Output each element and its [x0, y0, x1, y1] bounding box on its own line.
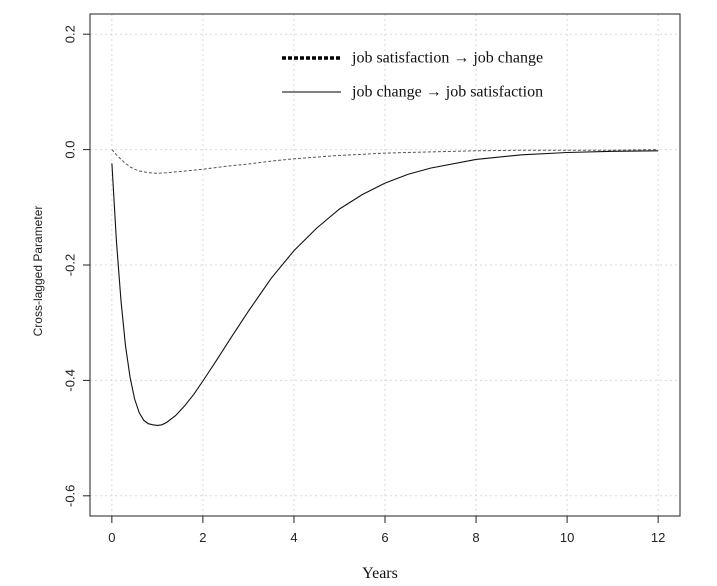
plot-lines: [111, 149, 659, 426]
axis-ticks: 0 2 4 6 8 10 12 -0.6 -0.4 -0.2 0.0 0.2: [63, 25, 666, 545]
y-tick-label: -0.4: [63, 369, 78, 391]
y-tick-label: 0.2: [63, 25, 78, 43]
x-tick-label: 10: [560, 530, 574, 545]
y-tick-label: -0.2: [63, 254, 78, 276]
x-tick-label: 12: [651, 530, 665, 545]
series-line-solid: [111, 150, 659, 426]
legend-label-solid: job change → job satisfaction: [351, 84, 543, 101]
y-tick-label: 0.0: [63, 141, 78, 159]
x-tick-label: 4: [290, 530, 297, 545]
x-tick-label: 6: [381, 530, 388, 545]
x-tick-label: 0: [108, 530, 115, 545]
legend: job satisfaction → job change job change…: [282, 50, 543, 101]
legend-label-dashed: job satisfaction → job change: [351, 50, 543, 67]
y-tick-label: -0.6: [63, 485, 78, 507]
series-line-dashed: [111, 149, 659, 174]
x-axis-title: Years: [362, 565, 398, 582]
x-tick-label: 2: [199, 530, 206, 545]
y-axis-title: Cross-lagged Parameter: [31, 206, 45, 337]
x-tick-label: 8: [472, 530, 479, 545]
grid-lines: [90, 14, 680, 516]
